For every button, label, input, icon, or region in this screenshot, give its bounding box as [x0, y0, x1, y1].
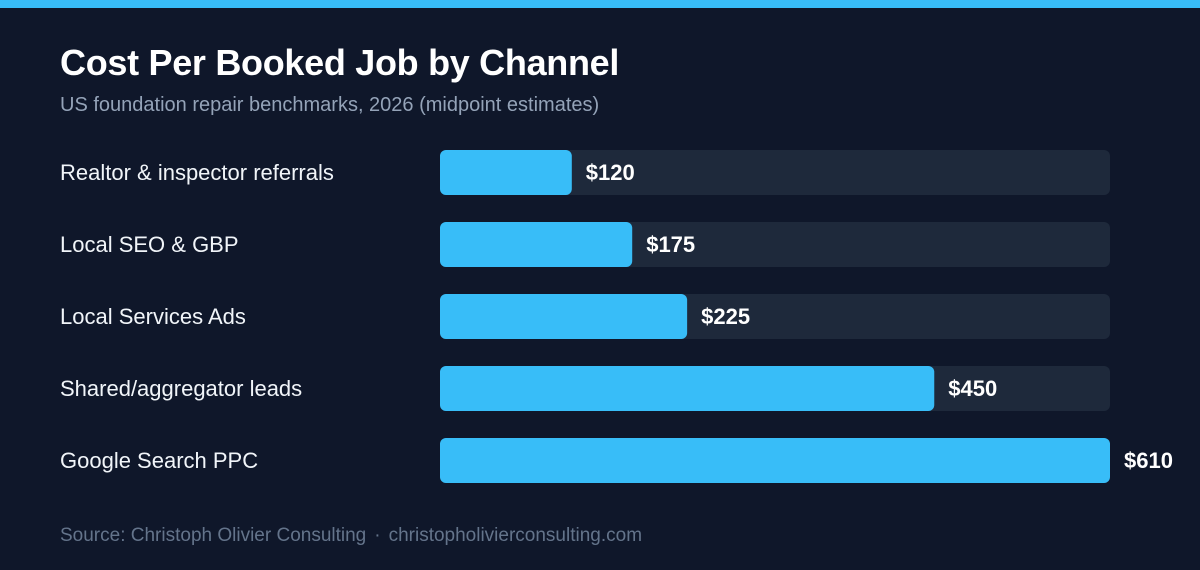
- category-label: Realtor & inspector referrals: [60, 160, 334, 185]
- chart-title: Cost Per Booked Job by Channel: [60, 42, 620, 83]
- bar-row-google-search-ppc: Google Search PPC $610: [60, 438, 1173, 483]
- bar-shared-aggregator-leads: [440, 366, 935, 411]
- value-label: $175: [646, 232, 695, 257]
- accent-strip: [0, 0, 1200, 8]
- value-label: $610: [1124, 448, 1173, 473]
- bar-realtor-inspector-referrals: [440, 150, 572, 195]
- category-label: Shared/aggregator leads: [60, 376, 302, 401]
- bar-row-shared-aggregator-leads: Shared/aggregator leads $450: [60, 366, 1110, 411]
- category-label: Local Services Ads: [60, 304, 246, 329]
- source-url: christopholivierconsulting.com: [388, 525, 643, 546]
- bar-row-local-seo-gbp: Local SEO & GBP $175: [60, 222, 1110, 267]
- source-footer: Source: Christoph Olivier Consulting · chr…: [60, 525, 642, 547]
- bar-chart: Realtor & inspector referrals $120 Local S…: [60, 150, 1173, 483]
- bar-local-seo-gbp: [440, 222, 633, 267]
- bar-row-realtor-inspector-referrals: Realtor & inspector referrals $120: [60, 150, 1110, 195]
- category-label: Local SEO & GBP: [60, 232, 239, 257]
- category-label: Google Search PPC: [60, 448, 258, 473]
- footer-separator: ·: [374, 525, 381, 546]
- bar-google-search-ppc: [440, 438, 1110, 483]
- value-label: $450: [948, 376, 997, 401]
- bar-row-local-services-ads: Local Services Ads $225: [60, 294, 1110, 339]
- source-text: Source: Christoph Olivier Consulting: [60, 525, 367, 546]
- value-label: $120: [586, 160, 635, 185]
- bar-local-services-ads: [440, 294, 688, 339]
- chart-subtitle: US foundation repair benchmarks, 2026 (m…: [60, 94, 600, 116]
- bar-track: [440, 150, 1110, 195]
- value-label: $225: [701, 304, 750, 329]
